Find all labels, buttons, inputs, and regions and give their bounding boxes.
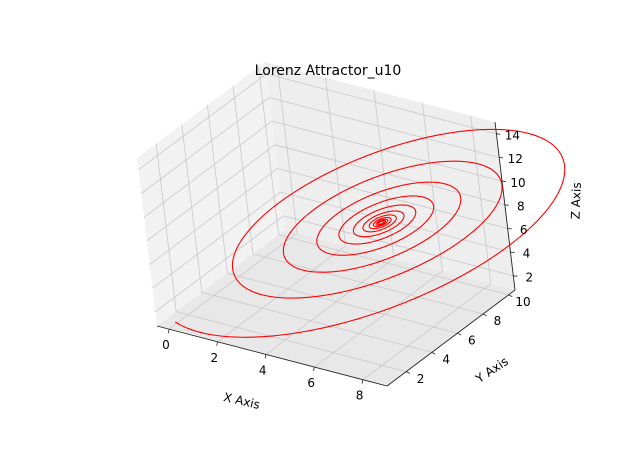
grid-line-z-left (146, 144, 276, 242)
x-tick-label-mark (361, 379, 364, 384)
grid-line-z-back (269, 97, 500, 158)
x-tick-label: 6 (307, 376, 315, 390)
x-axis-label: X Axis (222, 390, 261, 412)
x-tick-label-mark (167, 329, 170, 334)
grid-line-x-floor (314, 270, 443, 368)
grid-line-z-left (152, 191, 281, 289)
grid-line-y-back (155, 143, 177, 312)
grid-line-x-back (276, 65, 298, 234)
grid-line-z-left (149, 168, 278, 265)
grid-line-y-floor (176, 311, 407, 372)
grid-line-z-left (140, 97, 270, 194)
y-tick-label: 6 (468, 333, 476, 347)
grid-line-y-floor (201, 292, 432, 353)
grid-line-x-back (421, 103, 443, 272)
x-tick-label: 2 (211, 351, 219, 365)
y-tick-label: 4 (442, 353, 450, 367)
grid-line-z-back (266, 73, 497, 135)
grid-line-x-floor (265, 258, 395, 355)
trajectory-group (174, 128, 566, 338)
y-tick-label: 10 (515, 295, 530, 309)
grid-line-z-back (274, 144, 505, 206)
z-tick-label: 12 (508, 152, 523, 166)
y-tick-label: 8 (494, 314, 502, 328)
series-line-lorenz (174, 128, 566, 338)
grid-line-x-floor (362, 283, 492, 381)
x-tick-label: 8 (356, 389, 364, 403)
grid-line-z-back (271, 120, 503, 182)
x-tick-label-mark (313, 366, 315, 372)
grid-line-x-floor (168, 232, 298, 330)
y-tick-label-mark (482, 313, 487, 317)
grid-line-z-left (143, 120, 273, 218)
z-tick-label: 2 (525, 270, 533, 284)
z-tick-label: 6 (520, 223, 528, 237)
grid-line-z-left (155, 215, 284, 313)
grid-line-z-back (280, 191, 511, 253)
pane-floor-xy (157, 230, 515, 386)
grid-lines (138, 65, 514, 381)
pane-back-xz (265, 62, 515, 290)
x-tick-label: 4 (259, 363, 267, 377)
x-tick-label-mark (264, 354, 267, 359)
y-tick-label-mark (457, 332, 462, 336)
x-axis-line (156, 325, 388, 387)
y-axis-label: Y Axis (472, 354, 511, 386)
grid-line-y-floor (227, 272, 458, 334)
grid-line-y-back (258, 66, 279, 235)
grid-line-y-back (232, 85, 254, 255)
z-tick-label: 4 (523, 247, 531, 261)
grid-line-y-back (207, 105, 228, 274)
grid-line-y-floor (252, 253, 484, 315)
grid-line-z-left (138, 73, 267, 171)
z-tick-label: 14 (505, 128, 520, 142)
grid-line-z-back (283, 215, 514, 277)
y-axis-line (386, 289, 516, 387)
grid-line-x-back (470, 115, 492, 284)
grid-line-x-back (325, 77, 346, 246)
axis-lines (156, 121, 516, 387)
z-tick-label: 10 (510, 176, 525, 190)
y-tick-label: 2 (417, 372, 425, 386)
axis-panes (137, 62, 515, 386)
grid-line-x-floor (217, 245, 346, 343)
z-axis-label: Z Axis (569, 182, 584, 219)
x-tick-label-mark (216, 341, 218, 346)
tick-labels: 0 2 4 6 8 2 4 6 8 10 2 4 6 8 10 12 14 (162, 128, 533, 402)
y-tick-label-mark (431, 352, 436, 355)
pane-back-yz (137, 62, 285, 326)
z-axis-line (494, 121, 516, 291)
chart-title: Lorenz Attractor_u10 (255, 63, 402, 79)
z-tick-label: 8 (517, 199, 525, 213)
x-tick-label: 0 (162, 338, 170, 352)
y-tick-label-mark (406, 371, 410, 374)
grid-line-y-back (181, 124, 203, 293)
y-tick-label-mark (508, 294, 513, 297)
